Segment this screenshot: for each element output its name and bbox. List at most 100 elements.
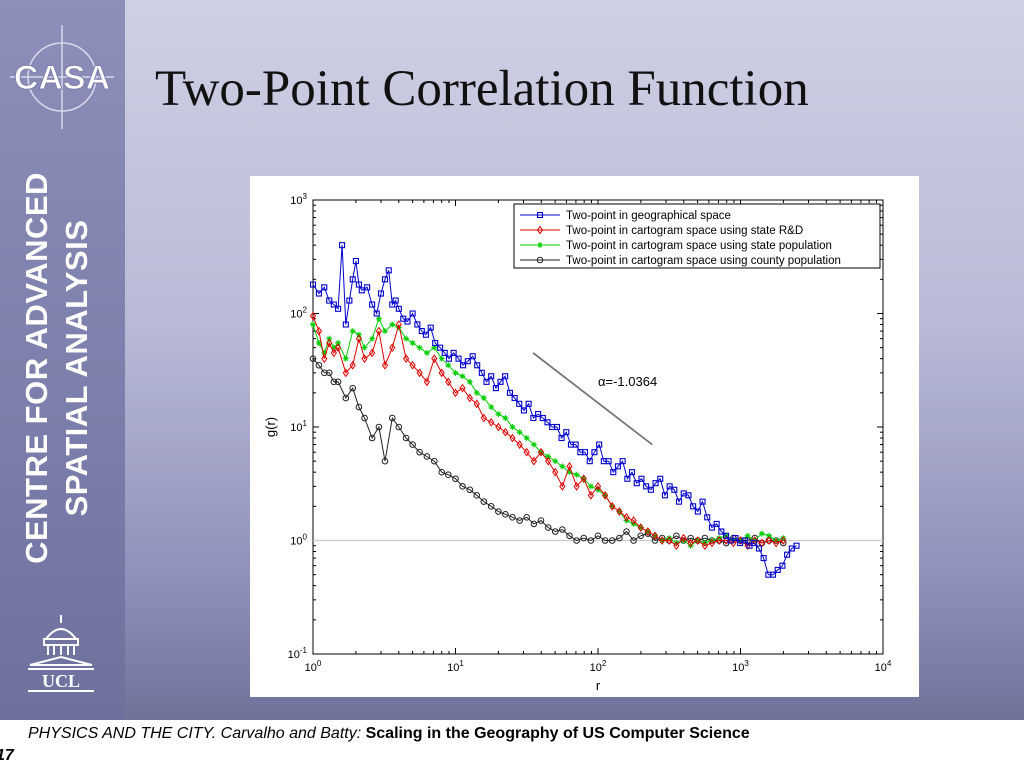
data-point-s0 bbox=[437, 344, 444, 351]
data-point-s3 bbox=[573, 537, 580, 544]
data-point-s1 bbox=[480, 413, 487, 423]
data-point-s1 bbox=[673, 541, 680, 551]
data-point-s1 bbox=[530, 456, 538, 466]
data-point-s2 bbox=[445, 362, 452, 369]
data-point-s1 bbox=[416, 368, 423, 378]
data-point-s0 bbox=[321, 284, 328, 291]
data-point-s0 bbox=[628, 469, 636, 476]
data-point-s1 bbox=[330, 348, 337, 358]
data-point-s1 bbox=[375, 326, 383, 336]
data-point-s2 bbox=[552, 458, 559, 465]
data-point-s3 bbox=[516, 517, 523, 524]
data-point-s3 bbox=[537, 517, 545, 524]
data-point-s3 bbox=[623, 528, 630, 535]
x-tick-label: 102 bbox=[590, 659, 607, 674]
data-point-s3 bbox=[459, 483, 466, 490]
data-point-s0 bbox=[335, 305, 342, 312]
data-point-s0 bbox=[581, 449, 589, 456]
legend-marker-0 bbox=[536, 211, 544, 219]
data-point-s2 bbox=[452, 369, 459, 376]
data-point-s2 bbox=[431, 344, 438, 351]
data-point-s1 bbox=[552, 467, 559, 477]
data-point-s0 bbox=[445, 355, 453, 362]
data-point-s0 bbox=[392, 297, 399, 304]
data-point-s3 bbox=[444, 471, 452, 478]
data-point-s0 bbox=[364, 284, 371, 291]
data-point-s3 bbox=[375, 423, 383, 431]
data-point-s1 bbox=[355, 334, 363, 344]
y-tick-label: 102 bbox=[290, 306, 307, 321]
data-point-s0 bbox=[535, 411, 542, 418]
data-point-s3 bbox=[320, 369, 328, 377]
data-point-s1 bbox=[545, 456, 552, 466]
data-point-s1 bbox=[623, 512, 630, 522]
legend-label-0: Two-point in geographical space bbox=[566, 210, 731, 222]
data-point-s2 bbox=[389, 321, 396, 328]
data-point-s3 bbox=[523, 514, 531, 521]
data-point-s0 bbox=[441, 349, 448, 356]
data-point-s0 bbox=[614, 463, 621, 470]
data-point-s0 bbox=[591, 449, 598, 456]
data-point-s2 bbox=[315, 339, 322, 346]
slope-annotation: α=-1.0364 bbox=[598, 374, 657, 389]
y-tick-label: 10-1 bbox=[288, 646, 308, 661]
y-tick-label: 100 bbox=[290, 533, 307, 548]
data-point-s1 bbox=[594, 481, 602, 491]
data-point-s0 bbox=[502, 373, 509, 380]
data-point-s1 bbox=[573, 481, 580, 491]
x-tick-label: 104 bbox=[875, 659, 892, 674]
data-point-s2 bbox=[335, 339, 342, 346]
data-point-s2 bbox=[375, 315, 382, 322]
data-point-s1 bbox=[321, 354, 328, 364]
data-point-s0 bbox=[346, 297, 353, 304]
data-point-s1 bbox=[744, 541, 751, 551]
data-point-s2 bbox=[780, 535, 787, 542]
data-point-s0 bbox=[418, 328, 425, 335]
footer-part-2: Carvalho and Batty: bbox=[220, 725, 366, 742]
data-point-s3 bbox=[355, 403, 363, 411]
data-point-s1 bbox=[587, 490, 594, 500]
data-point-s0 bbox=[525, 400, 532, 407]
data-point-s2 bbox=[342, 355, 349, 362]
data-point-s0 bbox=[395, 305, 402, 312]
data-point-s1 bbox=[780, 536, 787, 545]
data-point-s3 bbox=[559, 526, 566, 533]
data-point-s1 bbox=[389, 343, 396, 353]
legend-label-3: Two-point in cartogram space using count… bbox=[566, 255, 841, 267]
data-point-s0 bbox=[760, 555, 767, 562]
data-point-s0 bbox=[460, 362, 467, 369]
data-point-s2 bbox=[369, 335, 376, 342]
y-axis-label: g(r) bbox=[263, 417, 278, 437]
data-point-s3 bbox=[566, 532, 573, 540]
data-point-s2 bbox=[473, 389, 480, 396]
data-point-s3 bbox=[402, 434, 410, 442]
data-point-s2 bbox=[381, 328, 388, 335]
data-point-s3 bbox=[334, 378, 342, 386]
x-tick-label: 103 bbox=[732, 659, 749, 674]
data-point-s0 bbox=[610, 469, 617, 476]
data-point-s1 bbox=[361, 354, 368, 364]
data-point-s1 bbox=[402, 354, 410, 364]
data-point-s1 bbox=[687, 538, 694, 548]
data-point-s0 bbox=[769, 571, 777, 578]
data-point-s3 bbox=[381, 457, 389, 465]
data-point-s0 bbox=[596, 441, 603, 448]
data-point-s0 bbox=[643, 483, 650, 490]
data-point-s3 bbox=[473, 492, 481, 499]
data-point-s0 bbox=[478, 369, 485, 376]
data-point-s0 bbox=[544, 419, 551, 426]
data-point-s3 bbox=[637, 532, 645, 540]
data-point-s0 bbox=[713, 520, 720, 527]
data-point-s1 bbox=[616, 507, 623, 516]
data-point-s2 bbox=[516, 429, 523, 436]
footer-part-1: PHYSICS AND THE CITY. bbox=[28, 725, 221, 742]
data-point-s3 bbox=[423, 453, 431, 460]
casa-logo-text: CASA bbox=[14, 59, 110, 97]
data-point-s2 bbox=[480, 395, 487, 402]
data-point-s0 bbox=[464, 358, 471, 365]
data-point-s2 bbox=[495, 411, 502, 418]
data-point-s3 bbox=[587, 537, 595, 544]
data-point-s0 bbox=[474, 362, 481, 369]
data-point-s1 bbox=[666, 536, 673, 545]
data-point-s1 bbox=[381, 360, 389, 370]
